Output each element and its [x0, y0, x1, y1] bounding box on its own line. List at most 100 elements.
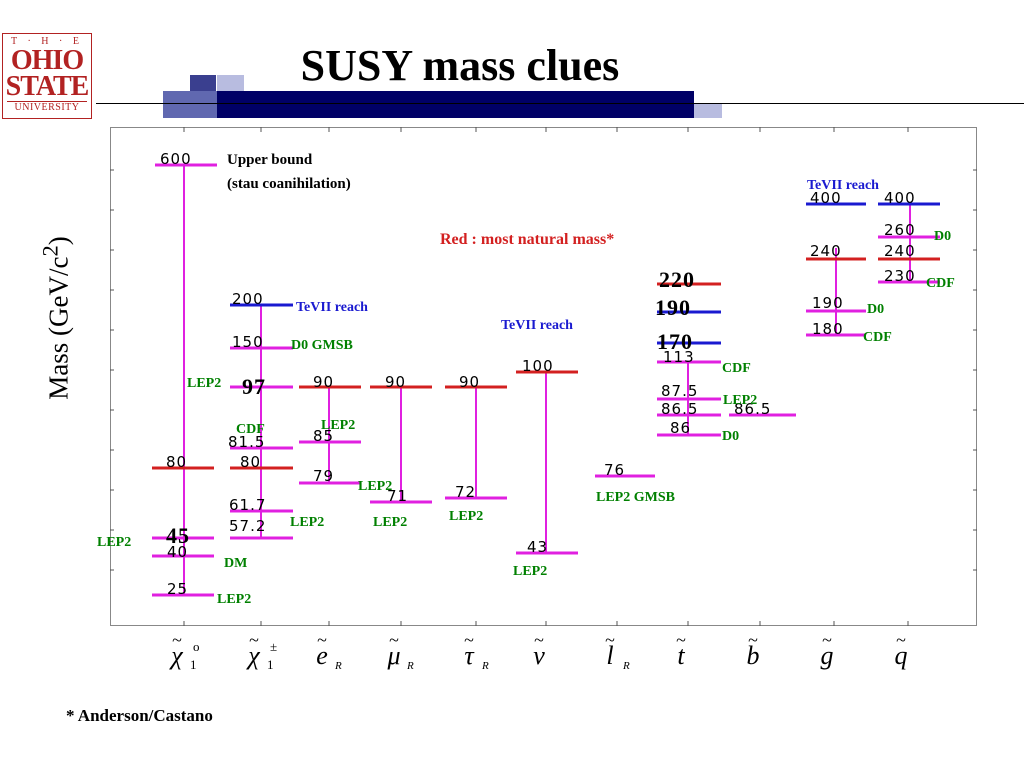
deco-block — [190, 75, 216, 91]
particle-symbol: μ — [386, 641, 400, 670]
tilde-mark: ~ — [896, 630, 906, 650]
tilde-mark: ~ — [389, 630, 399, 650]
mass-value-label: 260 — [884, 221, 916, 239]
footnote: * Anderson/Castano — [66, 706, 213, 725]
title-rule — [96, 103, 1024, 104]
plot-frame — [110, 127, 977, 626]
deco-bar — [217, 91, 694, 118]
particle-symbol: q — [895, 641, 908, 670]
mass-value-label: 86.5 — [734, 400, 771, 418]
chart-annotation: LEP2 — [373, 515, 407, 530]
tilde-mark: ~ — [676, 630, 686, 650]
mass-value-label: 45 — [166, 523, 190, 548]
chart-annotation: LEP2 — [723, 393, 757, 408]
tilde-mark: ~ — [748, 630, 758, 650]
mass-value-label: 400 — [884, 189, 916, 207]
logo-line-the: T · H · E — [11, 36, 83, 47]
mass-value-label: 86.5 — [661, 400, 698, 418]
mass-value-label: 80 — [166, 453, 187, 471]
x-category-label: μ~ R — [386, 630, 414, 672]
chart-annotation: LEP2 — [217, 592, 251, 607]
tilde-mark: ~ — [172, 630, 182, 650]
mass-value-label: 600 — [160, 150, 192, 168]
mass-value-label: 200 — [232, 290, 264, 308]
chart-annotation: TeVII reach — [296, 300, 368, 315]
x-category-label: g~ — [821, 630, 834, 670]
mass-value-label: 76 — [604, 461, 625, 479]
mass-value-label: 72 — [455, 483, 476, 501]
particle-subscript: R — [334, 660, 342, 672]
x-category-label: e~ R — [316, 630, 342, 672]
chart-annotation: Upper bound — [227, 152, 313, 168]
particle-symbol: g — [821, 641, 834, 670]
mass-value-label: 79 — [313, 467, 334, 485]
particle-symbol: e — [316, 641, 328, 670]
mass-value-label: 100 — [522, 357, 554, 375]
deco-block — [217, 75, 244, 91]
tilde-mark: ~ — [464, 630, 474, 650]
chart-annotation: CDF — [236, 422, 265, 437]
mass-value-label: 240 — [810, 242, 842, 260]
particle-subscript: R — [481, 660, 489, 672]
x-category-label: ν~ — [533, 630, 545, 670]
chart-annotation: D0 — [934, 229, 951, 244]
mass-value-label: 57.2 — [229, 517, 266, 535]
mass-value-label: 85 — [313, 427, 334, 445]
mass-value-label: 80 — [240, 453, 261, 471]
particle-symbol: τ — [464, 641, 475, 670]
mass-value-label: 230 — [884, 267, 916, 285]
chart-annotation: CDF — [926, 276, 955, 291]
mass-value-label: 61.7 — [229, 496, 266, 514]
particle-symbol: ν — [533, 641, 545, 670]
particle-symbol: l — [606, 641, 613, 670]
particle-symbol: χ — [245, 641, 260, 670]
x-category-label: τ~ R — [464, 630, 489, 672]
chart-annotation: LEP2 GMSB — [596, 490, 675, 505]
mass-value-label: 190 — [655, 295, 691, 320]
mass-value-label: 87.5 — [661, 382, 698, 400]
chart-annotation: LEP2 — [513, 564, 547, 579]
particle-superscript: ± — [270, 639, 277, 654]
mass-value-label: 180 — [812, 320, 844, 338]
tilde-mark: ~ — [822, 630, 832, 650]
particle-subscript: R — [622, 660, 630, 672]
chart-annotation: CDF — [863, 330, 892, 345]
slide-title: SUSY mass clues — [300, 41, 620, 90]
particle-symbol: χ — [168, 641, 183, 670]
mass-value-label: 150 — [232, 333, 264, 351]
tilde-mark: ~ — [605, 630, 615, 650]
mass-value-label: 90 — [313, 373, 334, 391]
mass-value-label: 97 — [242, 374, 266, 399]
chart-annotation: D0 — [722, 429, 739, 444]
mass-value-label: 86 — [670, 419, 691, 437]
chart-annotation: (stau coanihilation) — [227, 176, 351, 192]
mass-value-label: 71 — [387, 487, 408, 505]
chart-annotation: DM — [224, 556, 247, 571]
particle-subscript: 1 — [190, 657, 197, 672]
mass-value-label: 90 — [459, 373, 480, 391]
chart-annotation: LEP2 — [97, 535, 131, 550]
particle-subscript: R — [406, 660, 414, 672]
mass-value-label: 400 — [810, 189, 842, 207]
x-category-label: b~ — [747, 630, 760, 670]
tilde-mark: ~ — [534, 630, 544, 650]
particle-symbol: b — [747, 641, 760, 670]
logo-line-university: UNIVERSITY — [7, 101, 87, 113]
chart-annotation: D0 GMSB — [291, 338, 353, 353]
chart-annotation: LEP2 — [290, 515, 324, 530]
deco-block — [163, 91, 217, 118]
mass-value-label: 190 — [812, 294, 844, 312]
mass-value-label: 43 — [527, 538, 548, 556]
mass-value-label: 113 — [663, 348, 695, 366]
deco-block — [694, 104, 722, 118]
tilde-mark: ~ — [249, 630, 259, 650]
logo-line-ohio: OHIO — [10, 45, 84, 76]
chart-annotation: TeVII reach — [501, 318, 573, 333]
particle-subscript: 1 — [267, 657, 274, 672]
x-category-label: χ~ ±1 — [245, 630, 277, 672]
particle-symbol: t — [677, 641, 685, 670]
chart-annotation: LEP2 — [449, 509, 483, 524]
chart-annotation: LEP2 — [358, 479, 392, 494]
logo-line-state: STATE — [5, 71, 90, 102]
